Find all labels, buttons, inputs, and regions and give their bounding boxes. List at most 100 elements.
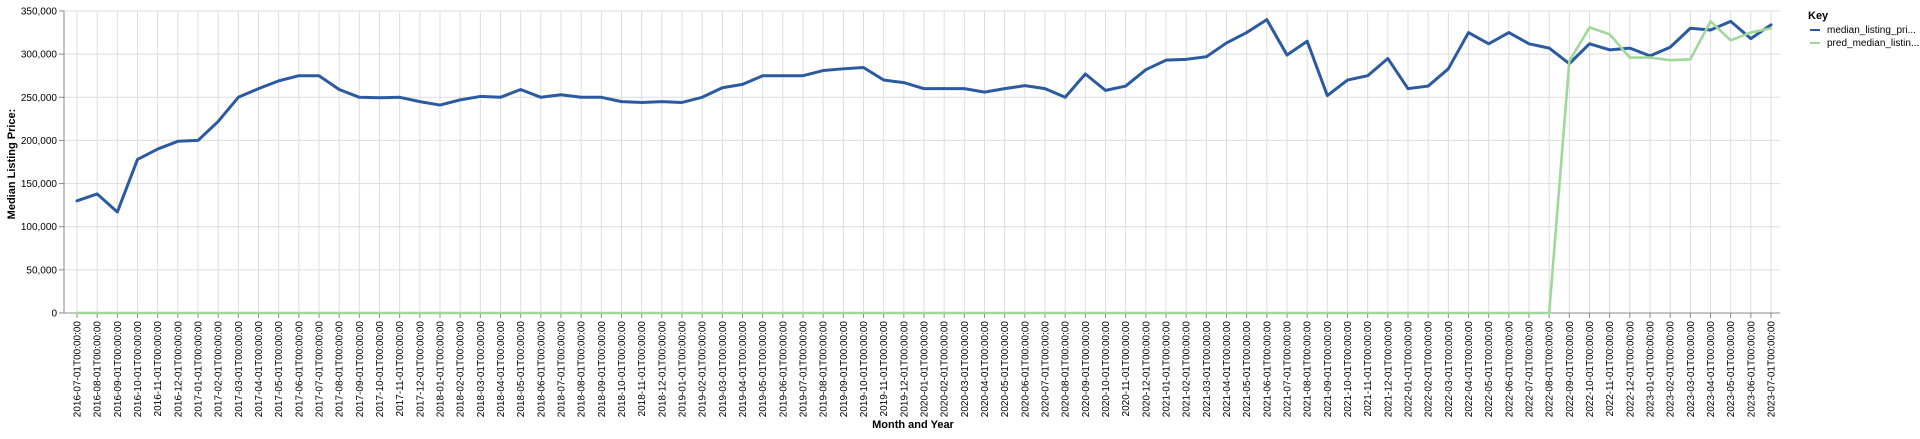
- x-tick-label: 2019-02-01T00:00:00: [698, 321, 709, 418]
- x-tick-label: 2021-07-01T00:00:00: [1283, 321, 1294, 418]
- x-tick-label: 2017-03-01T00:00:00: [234, 321, 245, 418]
- x-tick-label: 2020-02-01T00:00:00: [940, 321, 951, 418]
- x-tick-label: 2017-09-01T00:00:00: [355, 321, 366, 418]
- series: [75, 18, 1773, 315]
- x-tick-label: 2017-12-01T00:00:00: [415, 321, 426, 418]
- y-tick-label: 100,000: [21, 222, 58, 233]
- x-tick-label: 2022-04-01T00:00:00: [1464, 321, 1475, 418]
- x-tick-label: 2020-08-01T00:00:00: [1061, 321, 1072, 418]
- x-tick-label: 2018-08-01T00:00:00: [577, 321, 588, 418]
- x-tick-label: 2018-04-01T00:00:00: [496, 321, 507, 418]
- y-tick-label: 150,000: [21, 179, 58, 190]
- x-tick-label: 2021-06-01T00:00:00: [1262, 321, 1273, 418]
- x-tick-label: 2018-05-01T00:00:00: [516, 321, 527, 418]
- x-tick-label: 2022-11-01T00:00:00: [1605, 321, 1616, 417]
- x-tick-label: 2018-07-01T00:00:00: [557, 321, 568, 418]
- x-tick-label: 2023-01-01T00:00:00: [1646, 321, 1657, 418]
- x-tick-label: 2021-09-01T00:00:00: [1323, 321, 1334, 418]
- x-tick-label: 2018-12-01T00:00:00: [657, 321, 668, 418]
- x-tick-label: 2017-10-01T00:00:00: [375, 321, 386, 418]
- x-tick-label: 2023-04-01T00:00:00: [1706, 321, 1717, 418]
- x-tick-label: 2021-05-01T00:00:00: [1242, 321, 1253, 418]
- x-tick-label: 2019-09-01T00:00:00: [839, 321, 850, 418]
- x-tick-label: 2020-06-01T00:00:00: [1020, 321, 1031, 418]
- x-tick-label: 2021-12-01T00:00:00: [1383, 321, 1394, 418]
- y-tick-label: 350,000: [21, 7, 58, 18]
- x-tick-label: 2019-03-01T00:00:00: [718, 321, 729, 418]
- x-tick-label: 2020-05-01T00:00:00: [1000, 321, 1011, 418]
- y-axis-title: Median Listing Price:: [6, 109, 18, 220]
- x-tick-label: 2017-01-01T00:00:00: [194, 321, 205, 418]
- x-tick-label: 2019-08-01T00:00:00: [819, 321, 830, 418]
- x-tick-label: 2020-10-01T00:00:00: [1101, 321, 1112, 418]
- x-tick-label: 2016-10-01T00:00:00: [133, 321, 144, 418]
- x-tick-label: 2016-12-01T00:00:00: [173, 321, 184, 418]
- x-tick-label: 2016-09-01T00:00:00: [113, 321, 124, 418]
- x-tick-label: 2021-03-01T00:00:00: [1202, 321, 1213, 418]
- x-tick-label: 2018-11-01T00:00:00: [637, 321, 648, 417]
- x-tick-label: 2019-06-01T00:00:00: [778, 321, 789, 418]
- x-tick-label: 2018-06-01T00:00:00: [536, 321, 547, 418]
- x-tick-label: 2017-11-01T00:00:00: [395, 321, 406, 417]
- y-tick-label: 0: [51, 309, 57, 320]
- x-tick-label: 2021-10-01T00:00:00: [1343, 321, 1354, 418]
- x-tick-label: 2023-06-01T00:00:00: [1746, 321, 1757, 418]
- x-tick-label: 2022-07-01T00:00:00: [1525, 321, 1536, 418]
- legend: Key median_listing_pri... pred_median_lis…: [1808, 10, 1919, 49]
- x-tick-label: 2018-01-01T00:00:00: [436, 321, 447, 418]
- x-tick-label: 2021-04-01T00:00:00: [1222, 321, 1233, 418]
- x-tick-label: 2018-03-01T00:00:00: [476, 321, 487, 418]
- y-tick-label: 50,000: [26, 265, 57, 276]
- x-tick-label: 2020-11-01T00:00:00: [1121, 321, 1132, 417]
- x-tick-label: 2017-04-01T00:00:00: [254, 321, 265, 418]
- x-tick-label: 2018-10-01T00:00:00: [617, 321, 628, 418]
- legend-title: Key: [1808, 10, 1829, 22]
- axes: 0 50,000 100,000 150,000 200,000 250,000 300,0…: [21, 7, 1780, 418]
- legend-label: median_listing_pri...: [1827, 25, 1916, 36]
- x-tick-label: 2019-10-01T00:00:00: [859, 321, 870, 418]
- x-tick-label: 2023-05-01T00:00:00: [1726, 321, 1737, 418]
- series-line-2: [75, 20, 1773, 315]
- x-tick-label: 2017-08-01T00:00:00: [335, 321, 346, 418]
- x-tick-label: 2019-12-01T00:00:00: [899, 321, 910, 418]
- x-tick-label: 2020-03-01T00:00:00: [960, 321, 971, 418]
- y-tick-label: 200,000: [21, 136, 58, 147]
- x-tick-label: 2022-02-01T00:00:00: [1424, 321, 1435, 418]
- x-tick-label: 2023-07-01T00:00:00: [1767, 321, 1778, 418]
- x-tick-label: 2022-01-01T00:00:00: [1404, 321, 1415, 418]
- x-tick-label: 2016-07-01T00:00:00: [73, 321, 84, 418]
- x-tick-label: 2019-01-01T00:00:00: [678, 321, 689, 418]
- x-tick-label: 2019-07-01T00:00:00: [799, 321, 810, 418]
- x-tick-label: 2020-01-01T00:00:00: [920, 321, 931, 418]
- x-tick-label: 2020-12-01T00:00:00: [1141, 321, 1152, 418]
- legend-label: pred_median_listin...: [1827, 38, 1919, 49]
- x-tick-label: 2022-12-01T00:00:00: [1625, 321, 1636, 418]
- x-tick-label: 2022-08-01T00:00:00: [1545, 321, 1556, 418]
- y-tick-label: 250,000: [21, 93, 58, 104]
- grid: [64, 10, 1780, 314]
- x-tick-label: 2019-11-01T00:00:00: [879, 321, 890, 417]
- x-tick-label: 2022-09-01T00:00:00: [1565, 321, 1576, 418]
- x-tick-label: 2021-11-01T00:00:00: [1363, 321, 1374, 417]
- x-tick-label: 2022-10-01T00:00:00: [1585, 321, 1596, 418]
- x-tick-label: 2023-02-01T00:00:00: [1666, 321, 1677, 418]
- x-tick-label: 2018-09-01T00:00:00: [597, 321, 608, 418]
- series-line-1: [75, 18, 1773, 214]
- x-tick-label: 2021-01-01T00:00:00: [1162, 321, 1173, 418]
- x-tick-label: 2021-02-01T00:00:00: [1182, 321, 1193, 418]
- x-tick-label: 2017-07-01T00:00:00: [315, 321, 326, 418]
- x-tick-label: 2021-08-01T00:00:00: [1303, 321, 1314, 418]
- x-tick-label: 2020-09-01T00:00:00: [1081, 321, 1092, 418]
- x-tick-label: 2022-05-01T00:00:00: [1484, 321, 1495, 418]
- x-tick-label: 2022-06-01T00:00:00: [1504, 321, 1515, 418]
- x-tick-label: 2016-11-01T00:00:00: [153, 321, 164, 417]
- x-tick-label: 2019-05-01T00:00:00: [758, 321, 769, 418]
- x-tick-label: 2022-03-01T00:00:00: [1444, 321, 1455, 418]
- x-tick-label: 2019-04-01T00:00:00: [738, 321, 749, 418]
- y-tick-label: 300,000: [21, 50, 58, 61]
- x-tick-label: 2017-06-01T00:00:00: [294, 321, 305, 418]
- x-tick-label: 2018-02-01T00:00:00: [456, 321, 467, 418]
- x-tick-label: 2020-04-01T00:00:00: [980, 321, 991, 418]
